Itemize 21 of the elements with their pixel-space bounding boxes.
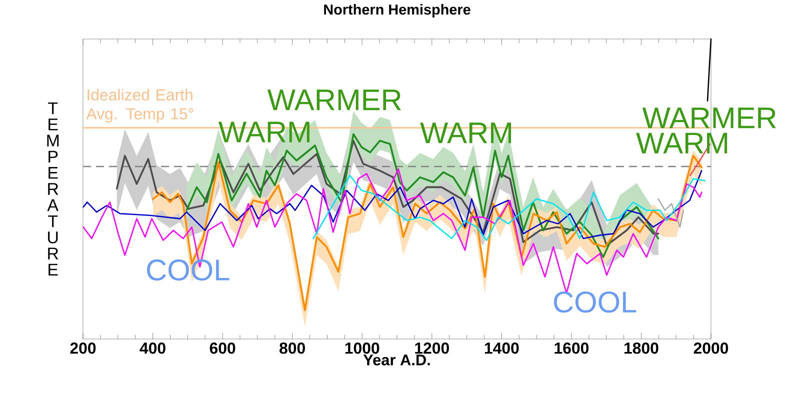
x-axis-title: Year A.D. [363,354,430,366]
annotation: WARM [636,132,728,154]
x-tick-label: 800 [280,342,305,354]
annotation: WARMER [267,90,401,110]
x-tick-label: 400 [140,342,166,354]
x-tick-label: 1200 [415,342,449,354]
annotation: COOL [147,259,230,281]
x-tick-label: 2000 [694,342,728,354]
x-tick-label: 1400 [484,342,519,354]
annotation: WARM [420,122,512,144]
x-tick-label: 1800 [624,342,658,354]
x-tick-label: 200 [70,342,96,354]
annotation: WARM [218,122,310,142]
x-tick-label: 600 [210,342,236,354]
chart-title: Northern Hemisphere [324,4,470,18]
annotation: WARMER [642,108,776,128]
annotation: COOL [554,292,636,313]
x-tick-label: 1600 [554,342,589,354]
text: TEMPERATURE [47,102,59,276]
ref-line-label: Idealized Earth Avg. Temp 15° [86,88,194,123]
x-tick-label: 1000 [345,342,380,354]
